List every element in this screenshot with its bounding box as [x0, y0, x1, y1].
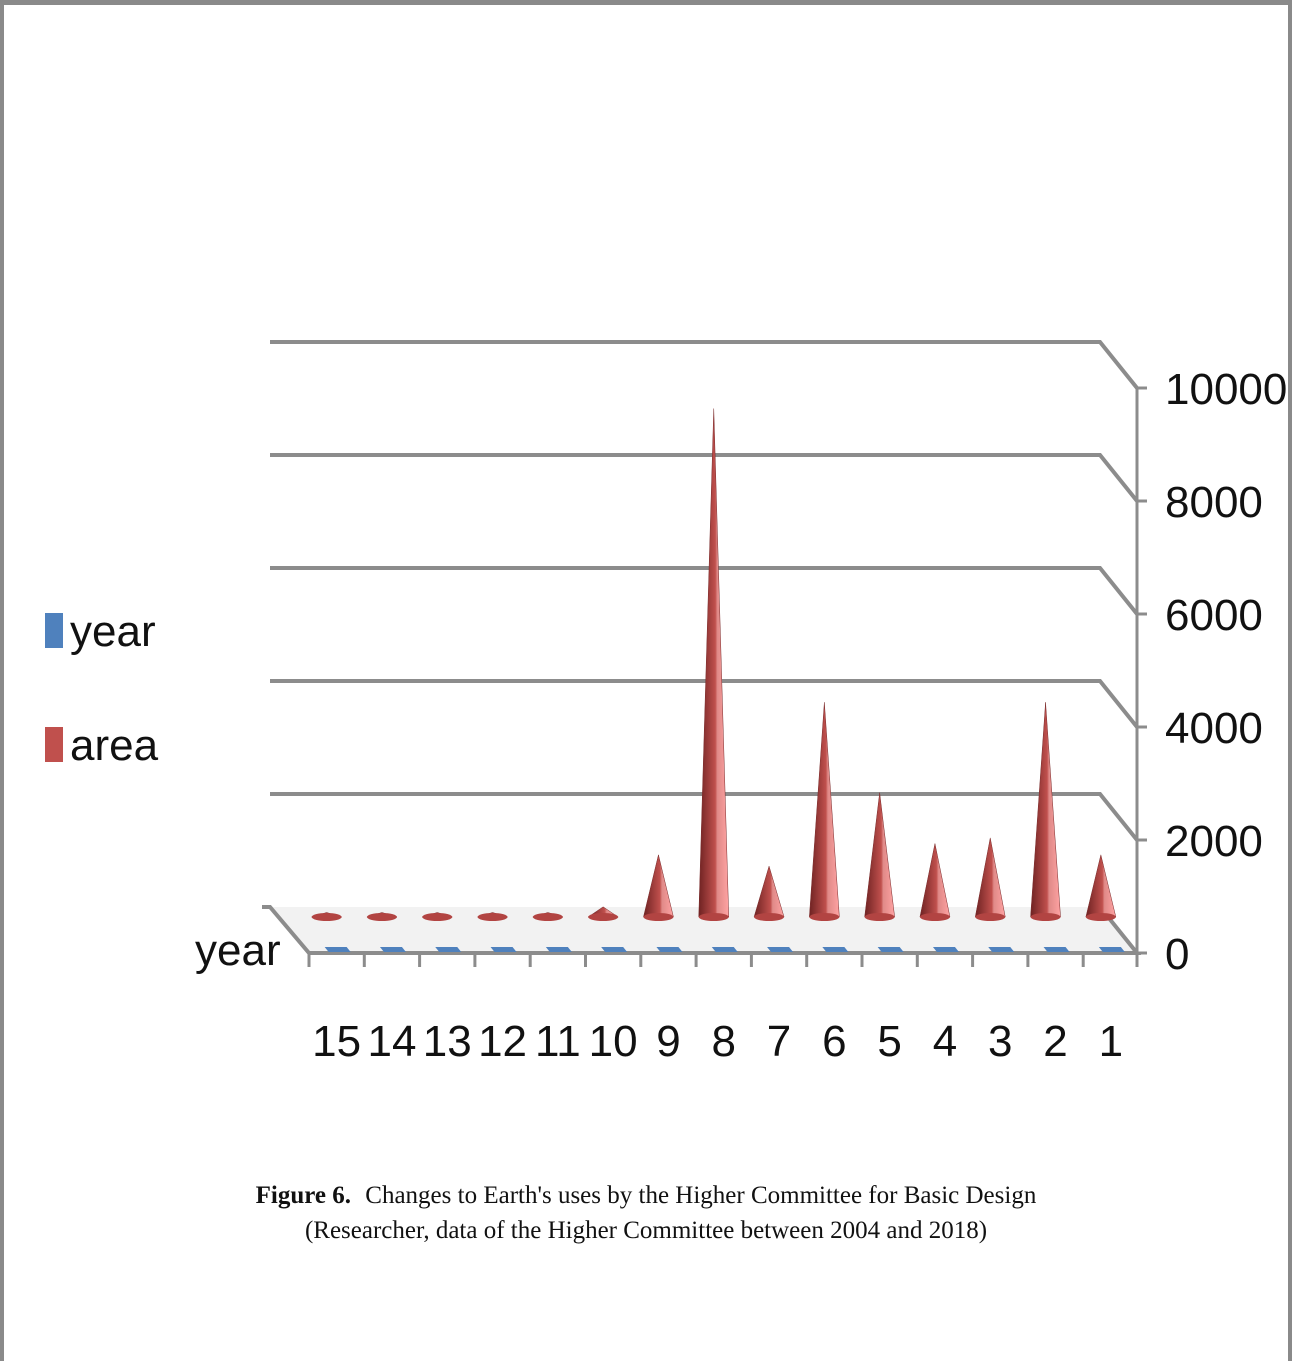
year-marker — [435, 947, 462, 952]
y-tick-label: 0 — [1165, 930, 1189, 979]
area-cone — [974, 837, 1006, 918]
x-tick-label: 10 — [589, 1017, 638, 1066]
figure-caption: Figure 6. Changes to Earth's uses by the… — [0, 1182, 1292, 1210]
area-cone — [1085, 854, 1117, 918]
area-cone-base — [698, 913, 729, 921]
x-axis-ticks: 15 14 13 12 11 10 9 8 7 6 5 4 3 2 1 — [307, 953, 1139, 1066]
year-marker — [1043, 947, 1070, 952]
area-cone-base — [919, 913, 950, 921]
area-cone-base — [975, 913, 1006, 921]
x-tick-label: 7 — [767, 1017, 791, 1066]
area-cone-base — [643, 913, 674, 921]
year-marker — [656, 947, 683, 952]
legend-area-swatch — [45, 727, 63, 762]
year-marker — [379, 947, 406, 952]
y-tick-label: 10000 — [1165, 365, 1287, 414]
gridline — [270, 792, 1139, 842]
gridline — [270, 453, 1139, 503]
area-cone-base — [422, 913, 453, 921]
legend: year area — [45, 607, 159, 770]
x-tick-label: 9 — [656, 1017, 680, 1066]
y-tick-label: 8000 — [1165, 478, 1263, 527]
area-cone-base — [366, 913, 397, 921]
x-tick-label: 12 — [478, 1017, 527, 1066]
year-marker — [988, 947, 1015, 952]
x-tick-label: 14 — [367, 1017, 416, 1066]
y-tick-label: 6000 — [1165, 591, 1263, 640]
legend-year-swatch — [45, 613, 63, 648]
x-tick-label: 8 — [712, 1017, 736, 1066]
x-tick-label: 3 — [988, 1017, 1012, 1066]
year-series — [324, 947, 1125, 952]
figure-source: (Researcher, data of the Higher Committe… — [304, 1217, 988, 1244]
area-cone-base — [588, 913, 619, 921]
area-cone — [864, 792, 895, 918]
year-marker — [711, 947, 738, 952]
x-tick-label: 11 — [535, 1017, 581, 1066]
figure-label: Figure 6. — [255, 1182, 352, 1209]
area-cone — [643, 854, 674, 918]
y-axis-ticks: 0 2000 4000 6000 8000 10000 — [1137, 365, 1287, 979]
gridlines — [270, 340, 1139, 953]
area-cone-base — [864, 913, 895, 921]
year-marker — [767, 947, 794, 952]
area-cone-base — [311, 913, 342, 921]
area-cone-base — [754, 913, 785, 921]
area-cone — [1030, 702, 1061, 918]
area-cone — [919, 843, 951, 918]
area-cone — [698, 408, 730, 918]
x-tick-label: 5 — [877, 1017, 901, 1066]
year-marker — [545, 947, 572, 952]
year-marker — [490, 947, 517, 952]
year-marker — [822, 947, 849, 952]
depth-axis-label: year — [195, 926, 281, 975]
area-cone — [809, 702, 840, 918]
y-tick-label: 2000 — [1165, 817, 1263, 866]
year-marker — [877, 947, 904, 952]
x-tick-label: 6 — [822, 1017, 846, 1066]
legend-year-label: year — [70, 607, 156, 656]
year-marker — [932, 947, 959, 952]
area-cone-base — [809, 913, 840, 921]
year-marker — [324, 947, 351, 952]
figure-title: Changes to Earth's uses by the Higher Co… — [365, 1182, 1037, 1209]
area-cone — [753, 865, 785, 918]
area-cone-base — [477, 913, 508, 921]
year-marker — [601, 947, 628, 952]
area-cone-base — [1030, 913, 1061, 921]
x-tick-label: 13 — [423, 1017, 472, 1066]
gridline — [270, 566, 1139, 616]
x-tick-label: 1 — [1099, 1017, 1123, 1066]
gridline — [270, 679, 1139, 729]
x-tick-label: 4 — [933, 1017, 957, 1066]
legend-area-label: area — [70, 721, 159, 770]
y-tick-label: 4000 — [1165, 704, 1263, 753]
area-cone-base — [532, 913, 563, 921]
area-cone-base — [1085, 913, 1116, 921]
x-tick-label: 15 — [312, 1017, 361, 1066]
x-tick-label: 2 — [1043, 1017, 1067, 1066]
area-series — [311, 408, 1117, 921]
gridline — [270, 340, 1139, 390]
year-marker — [1098, 947, 1125, 952]
